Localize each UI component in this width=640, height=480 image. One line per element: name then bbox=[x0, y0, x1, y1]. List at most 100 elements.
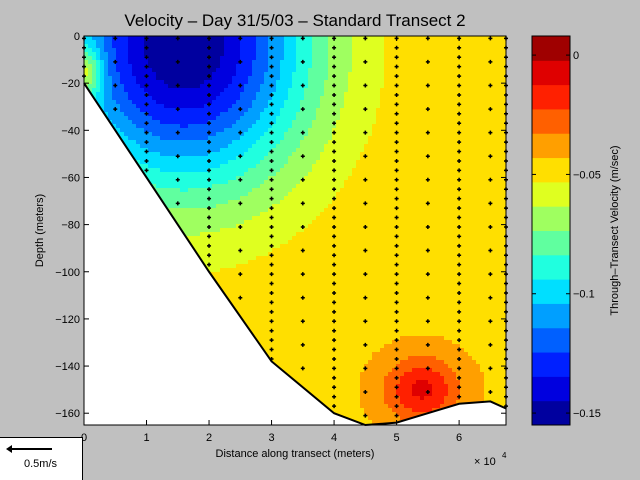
field-cell bbox=[100, 40, 105, 45]
field-cell bbox=[272, 72, 277, 77]
field-cell bbox=[260, 108, 265, 113]
field-cell bbox=[276, 112, 281, 117]
field-cell bbox=[276, 352, 281, 357]
field-cell bbox=[228, 80, 233, 85]
field-cell bbox=[240, 132, 245, 137]
field-cell bbox=[240, 264, 245, 269]
field-cell bbox=[272, 40, 277, 45]
field-cell bbox=[228, 196, 233, 201]
field-cell bbox=[128, 148, 133, 153]
field-cell bbox=[208, 264, 213, 269]
field-cell bbox=[212, 212, 217, 217]
field-cell bbox=[192, 212, 197, 217]
field-cell bbox=[248, 252, 253, 257]
field-cell bbox=[248, 208, 253, 213]
field-cell bbox=[224, 76, 229, 81]
field-cell bbox=[168, 160, 173, 165]
field-cell bbox=[276, 332, 281, 337]
field-cell bbox=[260, 140, 265, 145]
field-cell bbox=[192, 148, 197, 153]
field-cell bbox=[184, 64, 189, 69]
field-cell bbox=[276, 348, 281, 353]
field-cell bbox=[172, 84, 177, 89]
field-cell bbox=[152, 104, 157, 109]
field-cell bbox=[136, 144, 141, 149]
field-cell bbox=[236, 112, 241, 117]
field-cell bbox=[256, 152, 261, 157]
field-cell bbox=[212, 140, 217, 145]
field-cell bbox=[88, 76, 93, 81]
field-cell bbox=[128, 88, 133, 93]
field-cell bbox=[268, 256, 273, 261]
field-cell bbox=[212, 132, 217, 137]
field-cell bbox=[168, 84, 173, 89]
field-cell bbox=[284, 92, 289, 97]
field-cell bbox=[256, 56, 261, 61]
field-cell bbox=[284, 348, 289, 353]
field-cell bbox=[232, 180, 237, 185]
field-cell bbox=[256, 128, 261, 133]
field-cell bbox=[228, 92, 233, 97]
field-cell bbox=[212, 156, 217, 161]
field-cell bbox=[184, 128, 189, 133]
field-cell bbox=[256, 288, 261, 293]
field-cell bbox=[260, 80, 265, 85]
field-cell bbox=[196, 40, 201, 45]
field-cell bbox=[184, 36, 189, 41]
field-cell bbox=[216, 60, 221, 65]
field-cell bbox=[280, 276, 285, 281]
field-cell bbox=[124, 68, 129, 73]
field-cell bbox=[204, 100, 209, 105]
field-cell bbox=[196, 248, 201, 253]
field-cell bbox=[140, 56, 145, 61]
field-cell bbox=[228, 180, 233, 185]
field-cell bbox=[276, 204, 281, 209]
field-cell bbox=[100, 52, 105, 57]
field-cell bbox=[124, 104, 129, 109]
field-cell bbox=[136, 112, 141, 117]
field-cell bbox=[164, 168, 169, 173]
field-cell bbox=[188, 84, 193, 89]
field-cell bbox=[84, 40, 89, 45]
field-cell bbox=[124, 132, 129, 137]
field-cell bbox=[160, 36, 165, 41]
field-cell bbox=[252, 168, 257, 173]
field-cell bbox=[244, 140, 249, 145]
field-cell bbox=[240, 176, 245, 181]
field-cell bbox=[136, 152, 141, 157]
field-cell bbox=[252, 328, 257, 333]
field-cell bbox=[260, 332, 265, 337]
field-cell bbox=[220, 84, 225, 89]
field-cell bbox=[216, 272, 221, 277]
field-cell bbox=[212, 232, 217, 237]
field-cell bbox=[204, 64, 209, 69]
field-cell bbox=[212, 216, 217, 221]
field-cell bbox=[152, 116, 157, 121]
field-cell bbox=[260, 180, 265, 185]
field-cell bbox=[224, 160, 229, 165]
field-cell bbox=[260, 256, 265, 261]
field-cell bbox=[268, 280, 273, 285]
field-cell bbox=[276, 252, 281, 257]
field-cell bbox=[152, 60, 157, 65]
field-cell bbox=[176, 148, 181, 153]
field-cell bbox=[224, 256, 229, 261]
field-cell bbox=[152, 180, 157, 185]
field-cell bbox=[216, 84, 221, 89]
field-cell bbox=[136, 84, 141, 89]
field-cell bbox=[220, 252, 225, 257]
field-cell bbox=[192, 184, 197, 189]
field-cell bbox=[84, 52, 89, 57]
field-cell bbox=[244, 148, 249, 153]
field-cell bbox=[252, 128, 257, 133]
field-cell bbox=[284, 152, 289, 157]
field-cell bbox=[132, 140, 137, 145]
field-cell bbox=[248, 104, 253, 109]
field-cell bbox=[212, 84, 217, 89]
field-cell bbox=[260, 60, 265, 65]
field-cell bbox=[276, 104, 281, 109]
field-cell bbox=[228, 280, 233, 285]
field-cell bbox=[212, 152, 217, 157]
field-cell bbox=[248, 256, 253, 261]
field-cell bbox=[252, 184, 257, 189]
